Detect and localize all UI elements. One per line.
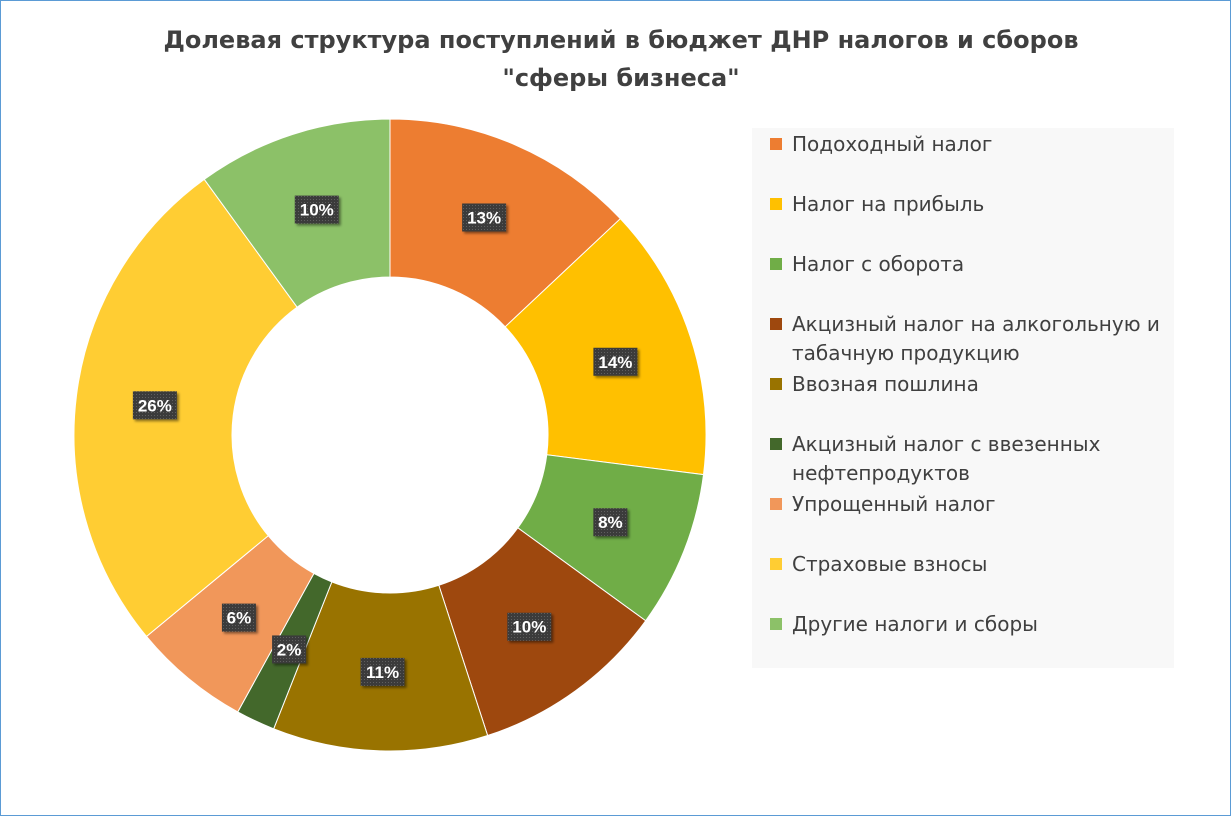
legend-item-8: Страховые взносы [770, 550, 1170, 579]
legend-swatch [770, 378, 782, 390]
data-label-box [272, 635, 307, 664]
legend-swatch [770, 558, 782, 570]
slice-2 [504, 217, 707, 476]
legend-swatch [770, 618, 782, 630]
legend-label: Другие налоги и сборы [792, 612, 1038, 636]
data-label-text: 10% [300, 201, 334, 220]
legend-label: Страховые взносы [792, 552, 988, 576]
legend-swatch [770, 438, 782, 450]
data-label-box [593, 508, 628, 537]
data-label-box [593, 347, 638, 376]
data-label-5: 11% [360, 657, 405, 686]
legend-label: Акцизный налог с ввезенных нефтепродукто… [792, 432, 1101, 485]
legend-item-7: Упрощенный налог [770, 490, 1170, 519]
legend-label: Налог на прибыль [792, 192, 985, 216]
data-label-7: 6% [221, 603, 256, 632]
legend-swatch [770, 138, 782, 150]
data-label-9: 10% [294, 195, 339, 224]
data-label-box [221, 603, 256, 632]
legend-swatch [770, 498, 782, 510]
data-label-box [294, 195, 339, 224]
legend-item-1: Подоходный налог [770, 130, 1170, 159]
data-label-8: 26% [132, 391, 177, 420]
data-label-2: 14% [593, 347, 638, 376]
data-label-3: 8% [593, 508, 628, 537]
data-label-text: 11% [366, 663, 399, 682]
legend-label: Ввозная пошлина [792, 372, 979, 396]
data-label-box [462, 203, 507, 232]
legend-item-6: Акцизный налог с ввезенных нефтепродукто… [770, 430, 1170, 488]
slices-group [73, 118, 707, 752]
data-label-text: 10% [512, 618, 546, 637]
legend-swatch [770, 258, 782, 270]
data-label-4: 10% [507, 612, 552, 641]
legend-item-3: Налог с оборота [770, 250, 1170, 279]
legend-label: Подоходный налог [792, 132, 993, 156]
legend-label: Упрощенный налог [792, 492, 996, 516]
legend-label: Налог с оборота [792, 252, 965, 276]
legend-swatch [770, 198, 782, 210]
legend-item-9: Другие налоги и сборы [770, 610, 1170, 639]
legend: Подоходный налог Налог на прибыль Налог с … [752, 128, 1174, 668]
legend-item-5: Ввозная пошлина [770, 370, 1170, 399]
data-label-box [507, 612, 552, 641]
legend-label: Акцизный налог на алкогольную и табачную… [792, 312, 1160, 365]
slice-8 [73, 178, 298, 638]
data-label-6: 2% [272, 635, 307, 664]
data-label-text: 13% [467, 208, 501, 227]
data-label-box [132, 391, 177, 420]
legend-item-2: Налог на прибыль [770, 190, 1170, 219]
legend-item-4: Акцизный налог на алкогольную и табачную… [770, 310, 1170, 368]
data-label-text: 6% [227, 609, 252, 628]
data-label-1: 13% [462, 203, 507, 232]
legend-swatch [770, 318, 782, 330]
data-label-text: 2% [277, 640, 302, 659]
data-label-text: 14% [598, 353, 632, 372]
data-label-text: 8% [598, 513, 623, 532]
chart-title: Долевая структура поступлений в бюджет Д… [163, 26, 1079, 92]
data-label-box [360, 657, 405, 686]
data-labels-group: 13% 14% 8% 10% 11% 2% 6% 26% 10% [132, 195, 638, 686]
data-label-text: 26% [138, 396, 172, 415]
